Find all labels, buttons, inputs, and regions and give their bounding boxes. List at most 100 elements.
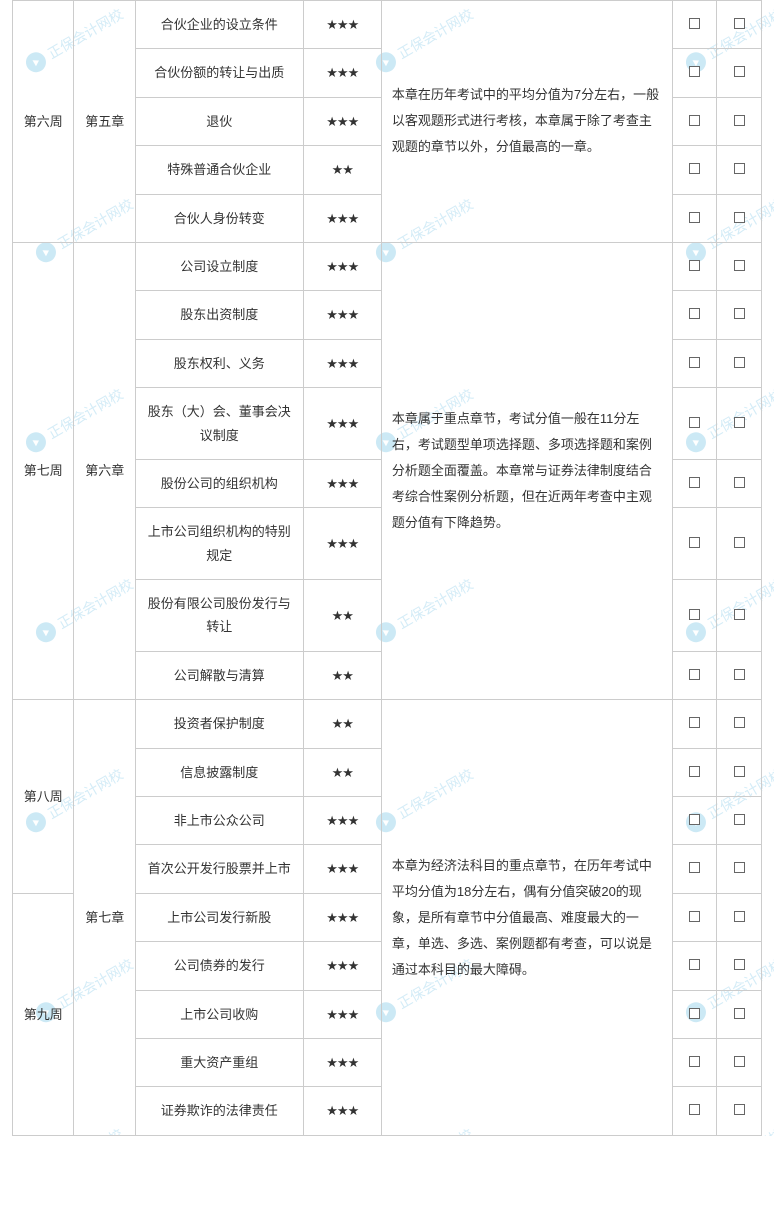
- checkbox-icon: [734, 537, 745, 548]
- checkbox-cell[interactable]: [717, 797, 762, 845]
- week-cell: 第六周: [13, 1, 74, 243]
- checkbox-cell[interactable]: [717, 291, 762, 339]
- stars-cell: ★★★: [303, 1087, 381, 1135]
- stars-cell: ★★★: [303, 339, 381, 387]
- checkbox-icon: [734, 1104, 745, 1115]
- checkbox-icon: [734, 609, 745, 620]
- stars-cell: ★★★: [303, 194, 381, 242]
- checkbox-icon: [734, 814, 745, 825]
- topic-cell: 股东（大）会、董事会决议制度: [135, 388, 303, 460]
- checkbox-cell[interactable]: [672, 388, 717, 460]
- checkbox-cell[interactable]: [717, 194, 762, 242]
- checkbox-icon: [689, 477, 700, 488]
- checkbox-icon: [734, 1056, 745, 1067]
- checkbox-icon: [734, 959, 745, 970]
- chapter-cell: 第五章: [74, 1, 135, 243]
- checkbox-icon: [689, 357, 700, 368]
- stars-cell: ★★★: [303, 797, 381, 845]
- checkbox-cell[interactable]: [672, 748, 717, 796]
- topic-cell: 上市公司发行新股: [135, 893, 303, 941]
- stars-cell: ★★★: [303, 97, 381, 145]
- checkbox-icon: [734, 260, 745, 271]
- checkbox-cell[interactable]: [717, 146, 762, 194]
- desc-cell: 本章在历年考试中的平均分值为7分左右，一般以客观题形式进行考核，本章属于除了考查…: [381, 1, 672, 243]
- checkbox-cell[interactable]: [672, 242, 717, 290]
- topic-cell: 股东权利、义务: [135, 339, 303, 387]
- checkbox-cell[interactable]: [717, 1038, 762, 1086]
- checkbox-cell[interactable]: [717, 339, 762, 387]
- checkbox-icon: [689, 1104, 700, 1115]
- checkbox-cell[interactable]: [717, 459, 762, 507]
- stars-cell: ★★★: [303, 1, 381, 49]
- checkbox-cell[interactable]: [717, 990, 762, 1038]
- topic-cell: 退伙: [135, 97, 303, 145]
- checkbox-cell[interactable]: [717, 388, 762, 460]
- checkbox-cell[interactable]: [717, 508, 762, 580]
- checkbox-cell[interactable]: [672, 1087, 717, 1135]
- topic-cell: 信息披露制度: [135, 748, 303, 796]
- checkbox-icon: [689, 260, 700, 271]
- checkbox-cell[interactable]: [672, 942, 717, 990]
- topic-cell: 投资者保护制度: [135, 700, 303, 748]
- checkbox-icon: [689, 814, 700, 825]
- checkbox-icon: [689, 669, 700, 680]
- checkbox-cell[interactable]: [717, 700, 762, 748]
- checkbox-cell[interactable]: [672, 580, 717, 652]
- stars-cell: ★★: [303, 651, 381, 699]
- topic-cell: 上市公司收购: [135, 990, 303, 1038]
- checkbox-cell[interactable]: [672, 1, 717, 49]
- table-row: 第六周 第五章 合伙企业的设立条件 ★★★ 本章在历年考试中的平均分值为7分左右…: [13, 1, 762, 49]
- checkbox-cell[interactable]: [672, 508, 717, 580]
- checkbox-cell[interactable]: [672, 700, 717, 748]
- checkbox-cell[interactable]: [717, 242, 762, 290]
- checkbox-cell[interactable]: [672, 845, 717, 893]
- checkbox-cell[interactable]: [717, 580, 762, 652]
- checkbox-cell[interactable]: [717, 651, 762, 699]
- checkbox-icon: [689, 417, 700, 428]
- checkbox-cell[interactable]: [717, 748, 762, 796]
- checkbox-cell[interactable]: [672, 893, 717, 941]
- checkbox-cell[interactable]: [717, 1087, 762, 1135]
- desc-cell: 本章为经济法科目的重点章节，在历年考试中平均分值为18分左右，偶有分值突破20的…: [381, 700, 672, 1136]
- checkbox-cell[interactable]: [717, 942, 762, 990]
- checkbox-icon: [734, 911, 745, 922]
- checkbox-cell[interactable]: [717, 893, 762, 941]
- checkbox-cell[interactable]: [672, 459, 717, 507]
- desc-cell: 本章属于重点章节，考试分值一般在11分左右，考试题型单项选择题、多项选择题和案例…: [381, 242, 672, 699]
- topic-cell: 合伙份额的转让与出质: [135, 49, 303, 97]
- checkbox-cell[interactable]: [672, 651, 717, 699]
- checkbox-cell[interactable]: [672, 194, 717, 242]
- checkbox-icon: [734, 357, 745, 368]
- checkbox-icon: [734, 18, 745, 29]
- table-row: 第七周 第六章 公司设立制度 ★★★ 本章属于重点章节，考试分值一般在11分左右…: [13, 242, 762, 290]
- checkbox-cell[interactable]: [672, 49, 717, 97]
- checkbox-cell[interactable]: [672, 797, 717, 845]
- checkbox-cell[interactable]: [717, 1, 762, 49]
- checkbox-icon: [734, 1008, 745, 1019]
- topic-cell: 公司债券的发行: [135, 942, 303, 990]
- topic-cell: 合伙人身份转变: [135, 194, 303, 242]
- checkbox-icon: [689, 766, 700, 777]
- checkbox-cell[interactable]: [672, 990, 717, 1038]
- checkbox-icon: [689, 66, 700, 77]
- checkbox-cell[interactable]: [672, 1038, 717, 1086]
- topic-cell: 股份公司的组织机构: [135, 459, 303, 507]
- checkbox-icon: [689, 959, 700, 970]
- stars-cell: ★★★: [303, 942, 381, 990]
- checkbox-icon: [734, 669, 745, 680]
- checkbox-cell[interactable]: [672, 291, 717, 339]
- checkbox-cell[interactable]: [672, 339, 717, 387]
- checkbox-cell[interactable]: [672, 97, 717, 145]
- checkbox-cell[interactable]: [717, 49, 762, 97]
- checkbox-cell[interactable]: [717, 845, 762, 893]
- stars-cell: ★★: [303, 580, 381, 652]
- stars-cell: ★★★: [303, 508, 381, 580]
- stars-cell: ★★★: [303, 388, 381, 460]
- checkbox-cell[interactable]: [717, 97, 762, 145]
- stars-cell: ★★★: [303, 1038, 381, 1086]
- checkbox-icon: [734, 163, 745, 174]
- topic-cell: 上市公司组织机构的特别规定: [135, 508, 303, 580]
- checkbox-icon: [734, 66, 745, 77]
- checkbox-cell[interactable]: [672, 146, 717, 194]
- stars-cell: ★★: [303, 748, 381, 796]
